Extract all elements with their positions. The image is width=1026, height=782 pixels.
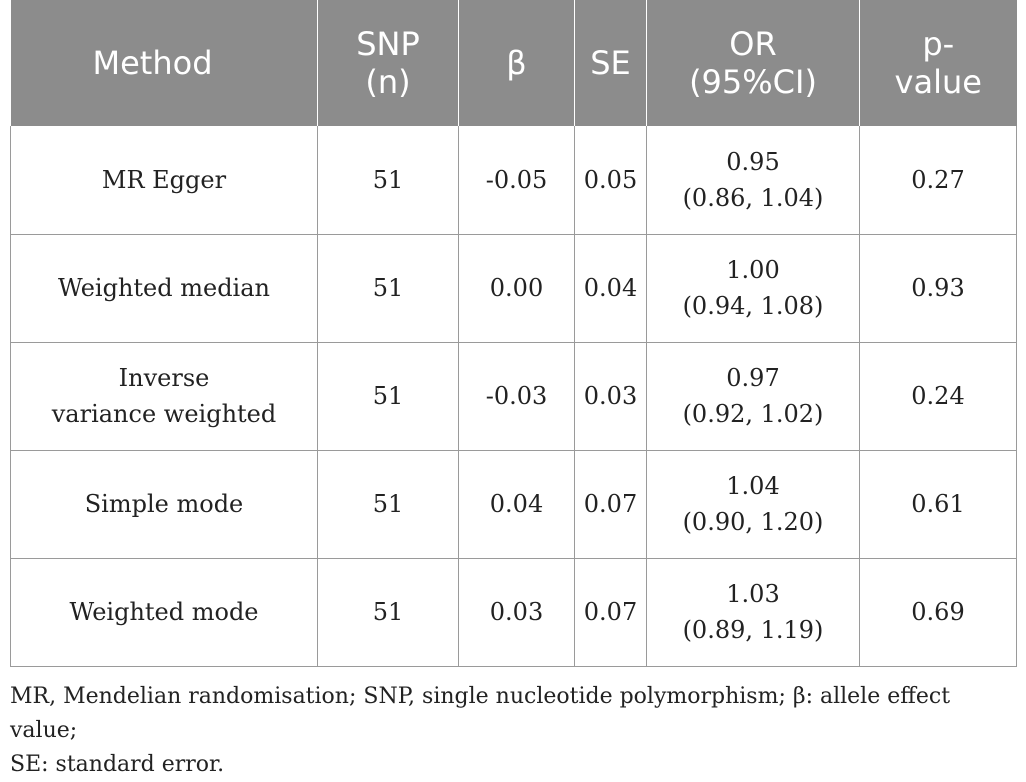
header-beta: β (458, 0, 575, 126)
header-snp-line-2: (n) (365, 63, 411, 101)
cell-method: Simple mode (10, 450, 318, 559)
header-or: OR (95%CI) (646, 0, 860, 126)
header-snp-line-1: SNP (356, 25, 420, 63)
cell-beta: -0.05 (458, 126, 575, 235)
cell-method: MR Egger (10, 126, 318, 235)
cell-p-value: 0.24 (859, 342, 1017, 451)
header-p-value: p- value (859, 0, 1017, 126)
table-row: Weighted mode 51 0.03 0.07 1.03 (0.89, 1… (10, 558, 1017, 667)
cell-se: 0.04 (574, 234, 647, 343)
cell-or-estimate: 1.00 (726, 256, 780, 284)
cell-method-line: Simple mode (84, 490, 244, 518)
cell-beta: 0.03 (458, 558, 575, 667)
footnote-line-2: SE: standard error. (10, 752, 225, 777)
header-snp: SNP (n) (317, 0, 459, 126)
cell-or-ci: (0.90, 1.20) (682, 508, 824, 536)
cell-or-estimate: 1.03 (726, 580, 780, 608)
cell-method: Weighted mode (10, 558, 318, 667)
cell-method: Inverse variance weighted (10, 342, 318, 451)
cell-beta: 0.04 (458, 450, 575, 559)
header-beta-line: β (506, 44, 527, 82)
cell-or-ci: (0.92, 1.02) (682, 400, 824, 428)
cell-snp: 51 (317, 234, 459, 343)
cell-or: 1.04 (0.90, 1.20) (646, 450, 860, 559)
cell-se: 0.07 (574, 450, 647, 559)
cell-se: 0.07 (574, 558, 647, 667)
cell-or-ci: (0.86, 1.04) (682, 183, 824, 212)
cell-p-value: 0.69 (859, 558, 1017, 667)
cell-p-value: 0.93 (859, 234, 1017, 343)
cell-or-estimate: 1.04 (726, 472, 780, 500)
header-p-line-2: value (894, 63, 982, 101)
cell-method-line: Weighted median (57, 274, 270, 302)
table-row: MR Egger 51 -0.05 0.05 0.95 (0.86, 1.04)… (10, 126, 1017, 235)
cell-method-line: MR Egger (101, 165, 227, 194)
results-table-container: Method SNP (n) β SE OR (95%CI) p- (10, 0, 1017, 667)
cell-snp: 51 (317, 450, 459, 559)
table-row: Weighted median 51 0.00 0.04 1.00 (0.94,… (10, 234, 1017, 343)
table-header: Method SNP (n) β SE OR (95%CI) p- (10, 0, 1017, 126)
header-method: Method (10, 0, 318, 126)
header-or-line-1: OR (729, 25, 777, 63)
cell-method-line: Weighted mode (69, 598, 259, 626)
table-footnote: MR, Mendelian randomisation; SNP, single… (10, 680, 1020, 782)
cell-beta: 0.00 (458, 234, 575, 343)
cell-or: 0.97 (0.92, 1.02) (646, 342, 860, 451)
cell-or-ci: (0.94, 1.08) (682, 292, 824, 320)
cell-snp: 51 (317, 126, 459, 235)
cell-snp: 51 (317, 342, 459, 451)
header-or-line-2: (95%CI) (689, 63, 817, 101)
table-body: MR Egger 51 -0.05 0.05 0.95 (0.86, 1.04)… (10, 126, 1017, 667)
cell-method-line-1: Inverse (118, 364, 210, 392)
cell-se: 0.03 (574, 342, 647, 451)
header-se: SE (574, 0, 647, 126)
cell-or: 0.95 (0.86, 1.04) (646, 126, 860, 235)
mr-results-table: Method SNP (n) β SE OR (95%CI) p- (10, 0, 1017, 667)
cell-p-value: 0.61 (859, 450, 1017, 559)
cell-beta: -0.03 (458, 342, 575, 451)
footnote-line-1: MR, Mendelian randomisation; SNP, single… (10, 684, 951, 743)
cell-se: 0.05 (574, 126, 647, 235)
cell-method-line-2: variance weighted (51, 400, 277, 428)
cell-method: Weighted median (10, 234, 318, 343)
cell-or-estimate: 0.95 (726, 147, 780, 176)
header-p-line-1: p- (922, 25, 955, 63)
cell-or-estimate: 0.97 (726, 364, 780, 392)
table-row: Simple mode 51 0.04 0.07 1.04 (0.90, 1.2… (10, 450, 1017, 559)
cell-or: 1.00 (0.94, 1.08) (646, 234, 860, 343)
header-se-line: SE (590, 44, 631, 82)
cell-p-value: 0.27 (859, 126, 1017, 235)
cell-snp: 51 (317, 558, 459, 667)
header-method-line: Method (92, 44, 213, 82)
cell-or: 1.03 (0.89, 1.19) (646, 558, 860, 667)
cell-or-ci: (0.89, 1.19) (682, 616, 824, 644)
table-row: Inverse variance weighted 51 -0.03 0.03 … (10, 342, 1017, 451)
header-row: Method SNP (n) β SE OR (95%CI) p- (10, 0, 1017, 126)
